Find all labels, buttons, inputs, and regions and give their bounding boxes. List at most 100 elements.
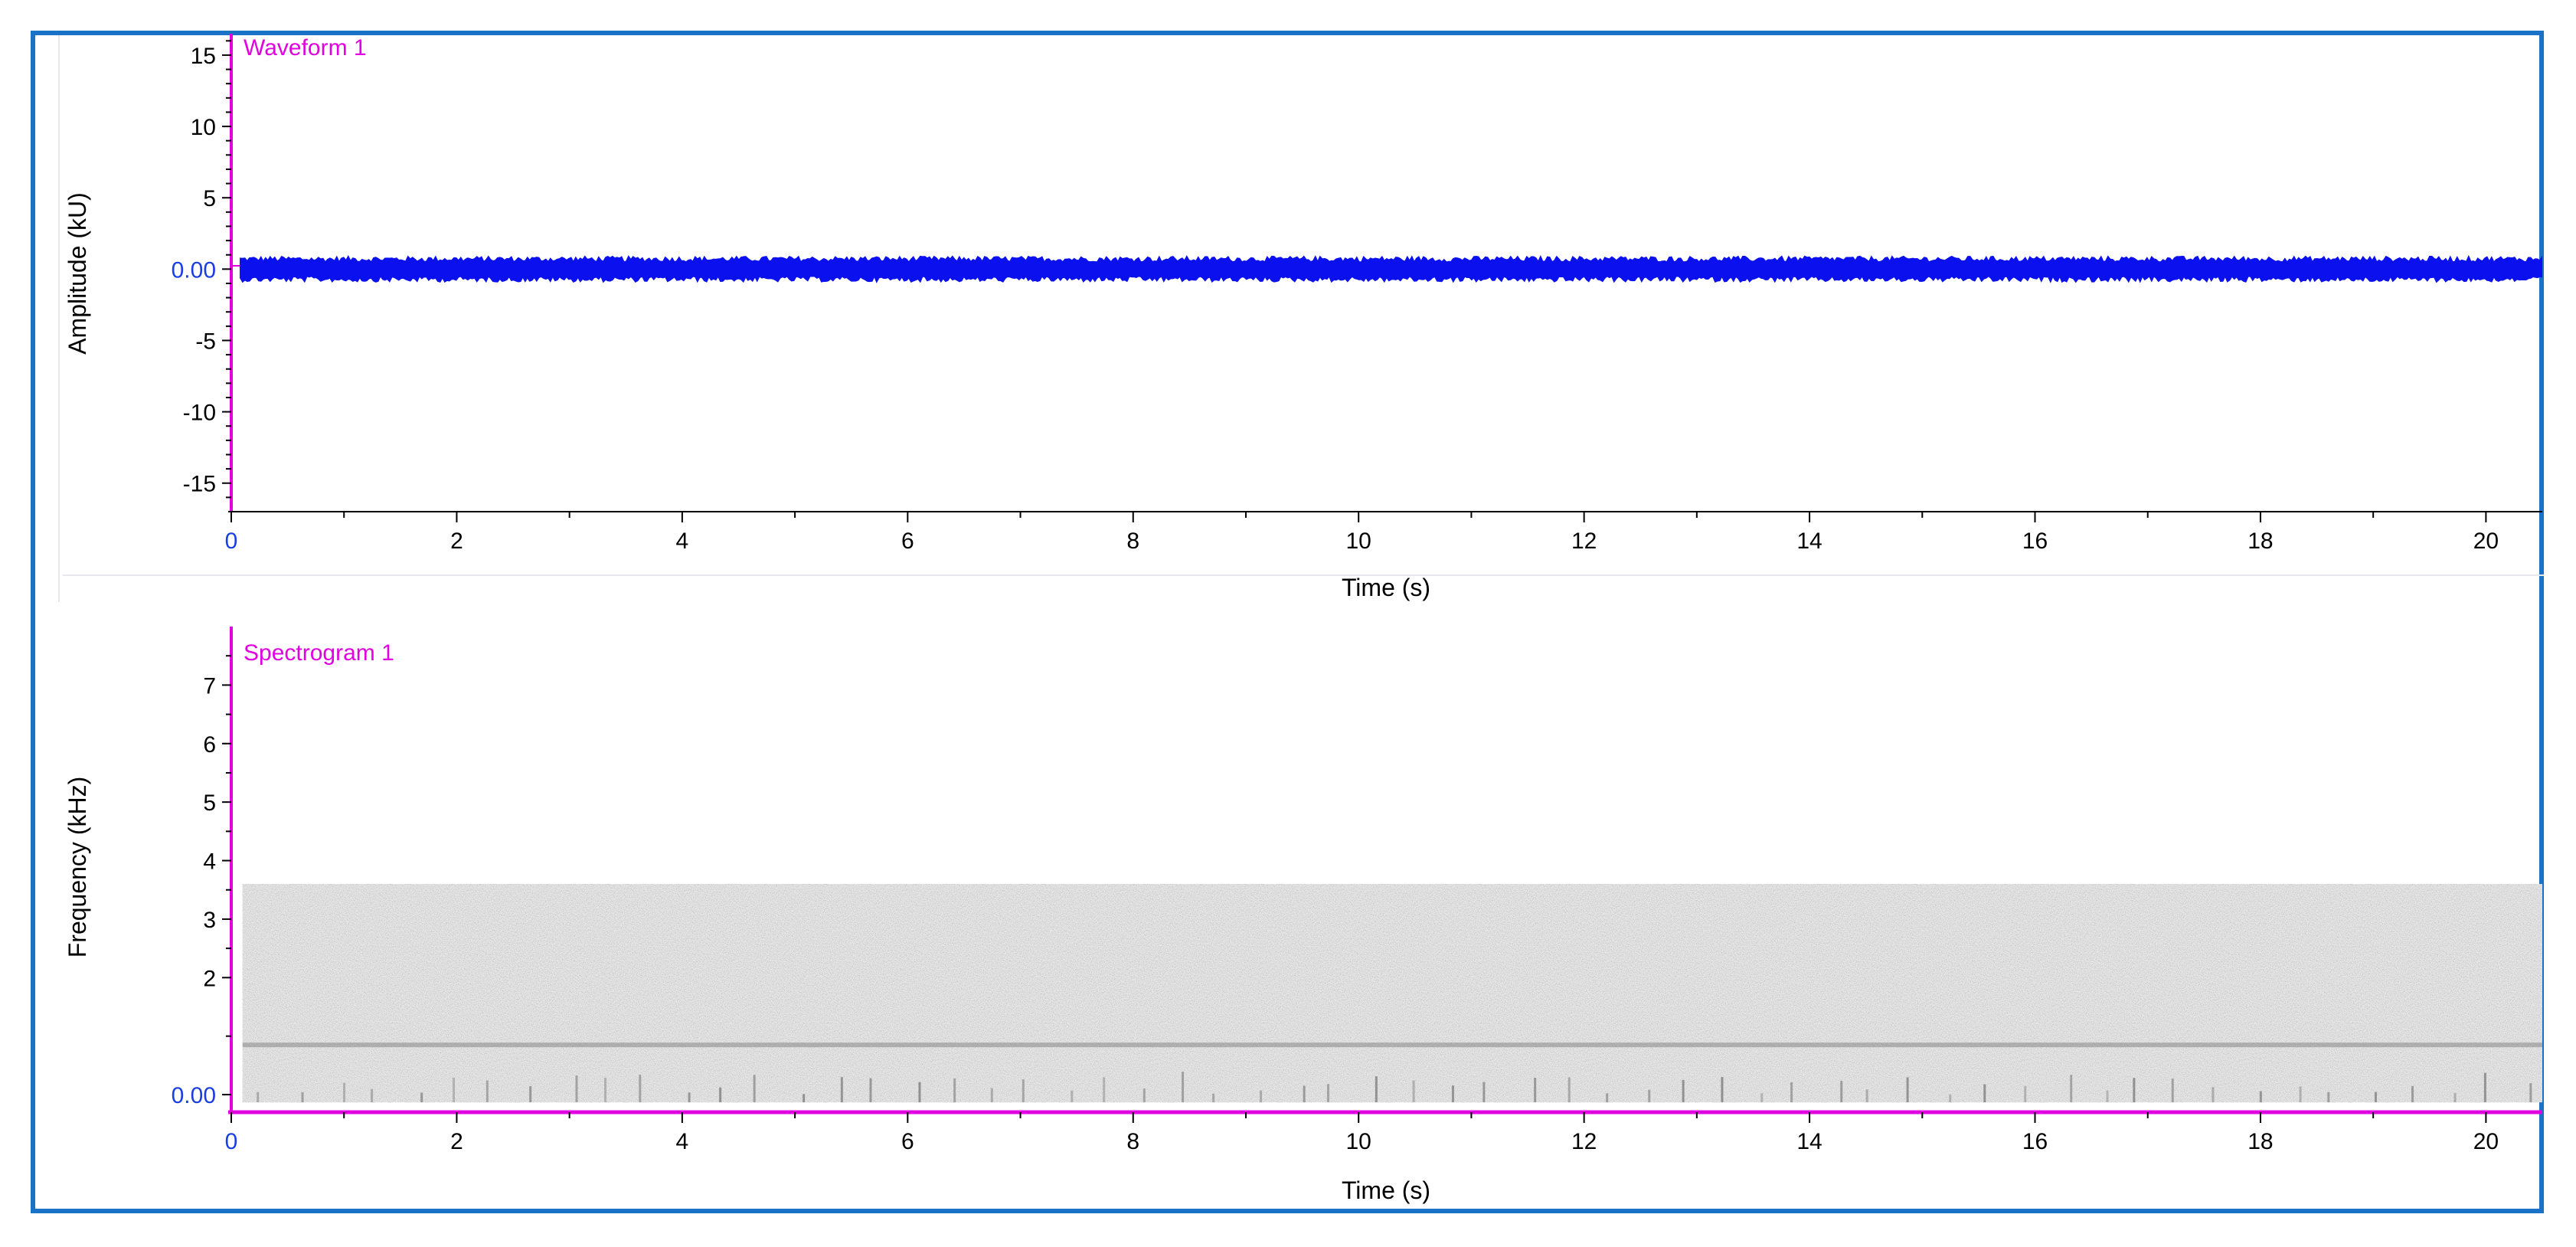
spectrogram-burst bbox=[1983, 1084, 1986, 1103]
spectrogram-burst bbox=[2133, 1078, 2136, 1103]
spectrogram-burst bbox=[1071, 1090, 1074, 1103]
panel-left-edge bbox=[58, 35, 60, 602]
x-tick-label: 4 bbox=[676, 529, 689, 554]
spectrogram-xlabel: Time (s) bbox=[1342, 1177, 1430, 1204]
spectrogram-burst bbox=[1260, 1090, 1263, 1103]
x-tick-label: 10 bbox=[1346, 529, 1371, 554]
waveform-ylabel: Amplitude (kU) bbox=[64, 192, 91, 355]
spectrogram-burst bbox=[452, 1077, 455, 1103]
spectrogram-burst bbox=[2171, 1078, 2174, 1103]
x-tick-label: 16 bbox=[2022, 1129, 2048, 1154]
spectrogram-burst bbox=[1606, 1093, 1609, 1103]
waveform-panel: 15 10 5 0.00 -5 -10 -15 0 2 4 6 8 10 12 14 16 18 20 Wave… bbox=[64, 34, 2542, 601]
x-tick-label: 20 bbox=[2473, 529, 2499, 554]
spectrogram-burst bbox=[2327, 1092, 2330, 1103]
y-tick-label: 0.00 bbox=[172, 1083, 216, 1108]
y-tick-label: 5 bbox=[203, 790, 216, 816]
spectrogram-burst bbox=[990, 1088, 993, 1103]
spectrogram-burst bbox=[1143, 1088, 1146, 1103]
y-tick-label: 6 bbox=[203, 732, 216, 758]
spectrogram-burst bbox=[1103, 1077, 1106, 1103]
spectrogram-band bbox=[242, 1042, 2543, 1048]
spectrogram-burst bbox=[753, 1075, 756, 1103]
x-tick-label: 20 bbox=[2473, 1129, 2499, 1154]
spectrogram-burst bbox=[1721, 1077, 1724, 1103]
spectrogram-burst bbox=[1790, 1082, 1793, 1103]
spectrogram-title: Spectrogram 1 bbox=[244, 640, 394, 666]
waveform-title: Waveform 1 bbox=[244, 35, 367, 61]
spectrogram-burst bbox=[1865, 1089, 1868, 1103]
spectrogram-burst bbox=[1840, 1081, 1843, 1103]
spectrogram-burst bbox=[1568, 1077, 1571, 1103]
panel-divider bbox=[63, 574, 2544, 576]
spectrogram-burst bbox=[257, 1092, 260, 1103]
spectrogram-burst bbox=[2374, 1092, 2377, 1103]
spectrogram-burst bbox=[1949, 1094, 1952, 1103]
spectrogram-burst bbox=[485, 1080, 489, 1103]
spectrogram-burst bbox=[639, 1074, 642, 1103]
y-tick-label: 2 bbox=[203, 966, 216, 991]
x-tick-label: 8 bbox=[1126, 1129, 1139, 1154]
spectrogram-burst bbox=[1483, 1082, 1486, 1103]
spectrogram-burst bbox=[918, 1082, 921, 1103]
spectrogram-burst bbox=[1022, 1079, 1025, 1103]
spectrogram-burst bbox=[343, 1082, 346, 1103]
x-tick-label: 14 bbox=[1796, 529, 1822, 554]
y-tick-label: 10 bbox=[191, 115, 216, 140]
x-tick-label: 18 bbox=[2247, 529, 2273, 554]
spectrogram-burst bbox=[1906, 1077, 1909, 1103]
spectrogram-burst bbox=[2529, 1083, 2532, 1103]
spectrogram-burst bbox=[1412, 1080, 1415, 1103]
spectrogram-burst bbox=[1326, 1084, 1329, 1103]
x-tick-label: 0 bbox=[225, 529, 238, 554]
spectrogram-burst bbox=[2070, 1075, 2073, 1103]
x-tick-label: 2 bbox=[450, 1129, 463, 1154]
spectrogram-burst bbox=[529, 1086, 532, 1103]
spectrogram-burst bbox=[688, 1092, 691, 1103]
y-tick-label: 4 bbox=[203, 849, 216, 875]
x-tick-label: 6 bbox=[901, 1129, 914, 1154]
x-tick-label: 0 bbox=[225, 1129, 238, 1154]
x-tick-label: 12 bbox=[1571, 1129, 1597, 1154]
spectrogram-burst bbox=[1212, 1093, 1215, 1103]
y-tick-label: 0.00 bbox=[172, 257, 216, 283]
spectrogram-ylabel: Frequency (kHz) bbox=[64, 777, 91, 958]
spectrogram-burst bbox=[1534, 1077, 1537, 1103]
x-tick-label: 4 bbox=[676, 1129, 689, 1154]
spectrogram-burst bbox=[2212, 1087, 2215, 1103]
y-tick-label: 5 bbox=[203, 186, 216, 211]
waveform-xlabel: Time (s) bbox=[1342, 574, 1430, 601]
spectrogram-burst bbox=[2411, 1085, 2414, 1103]
spectrogram-burst bbox=[420, 1092, 423, 1103]
spectrogram-burst bbox=[803, 1094, 806, 1103]
spectrogram-burst bbox=[2299, 1086, 2302, 1103]
spectrogram-burst bbox=[371, 1088, 374, 1103]
spectrogram-burst bbox=[1648, 1089, 1651, 1103]
spectrogram-noise bbox=[242, 884, 2543, 1103]
x-tick-label: 16 bbox=[2022, 529, 2048, 554]
spectrogram-burst bbox=[2106, 1090, 2109, 1103]
y-tick-label: -10 bbox=[183, 401, 216, 426]
x-tick-label: 12 bbox=[1571, 529, 1597, 554]
x-tick-label: 18 bbox=[2247, 1129, 2273, 1154]
waveform-trace bbox=[240, 254, 2542, 283]
spectrogram-burst bbox=[575, 1075, 578, 1103]
spectrogram-burst bbox=[869, 1078, 872, 1103]
spectrogram-burst bbox=[953, 1078, 956, 1103]
x-tick-label: 8 bbox=[1126, 529, 1139, 554]
x-tick-label: 10 bbox=[1346, 1129, 1371, 1154]
y-tick-label: 15 bbox=[191, 44, 216, 69]
x-tick-label: 2 bbox=[450, 529, 463, 554]
spectrogram-burst bbox=[1375, 1076, 1378, 1103]
y-tick-label: -15 bbox=[183, 472, 216, 497]
spectrogram-burst bbox=[1682, 1079, 1685, 1103]
spectrogram-burst bbox=[719, 1087, 722, 1103]
x-tick-label: 6 bbox=[901, 529, 914, 554]
spectrogram-burst bbox=[2024, 1085, 2027, 1103]
spectrogram-burst bbox=[840, 1077, 843, 1103]
x-tick-label: 14 bbox=[1796, 1129, 1822, 1154]
spectrogram-burst bbox=[2483, 1072, 2486, 1103]
spectrogram-burst bbox=[301, 1092, 304, 1103]
spectrogram-burst bbox=[1182, 1072, 1185, 1103]
